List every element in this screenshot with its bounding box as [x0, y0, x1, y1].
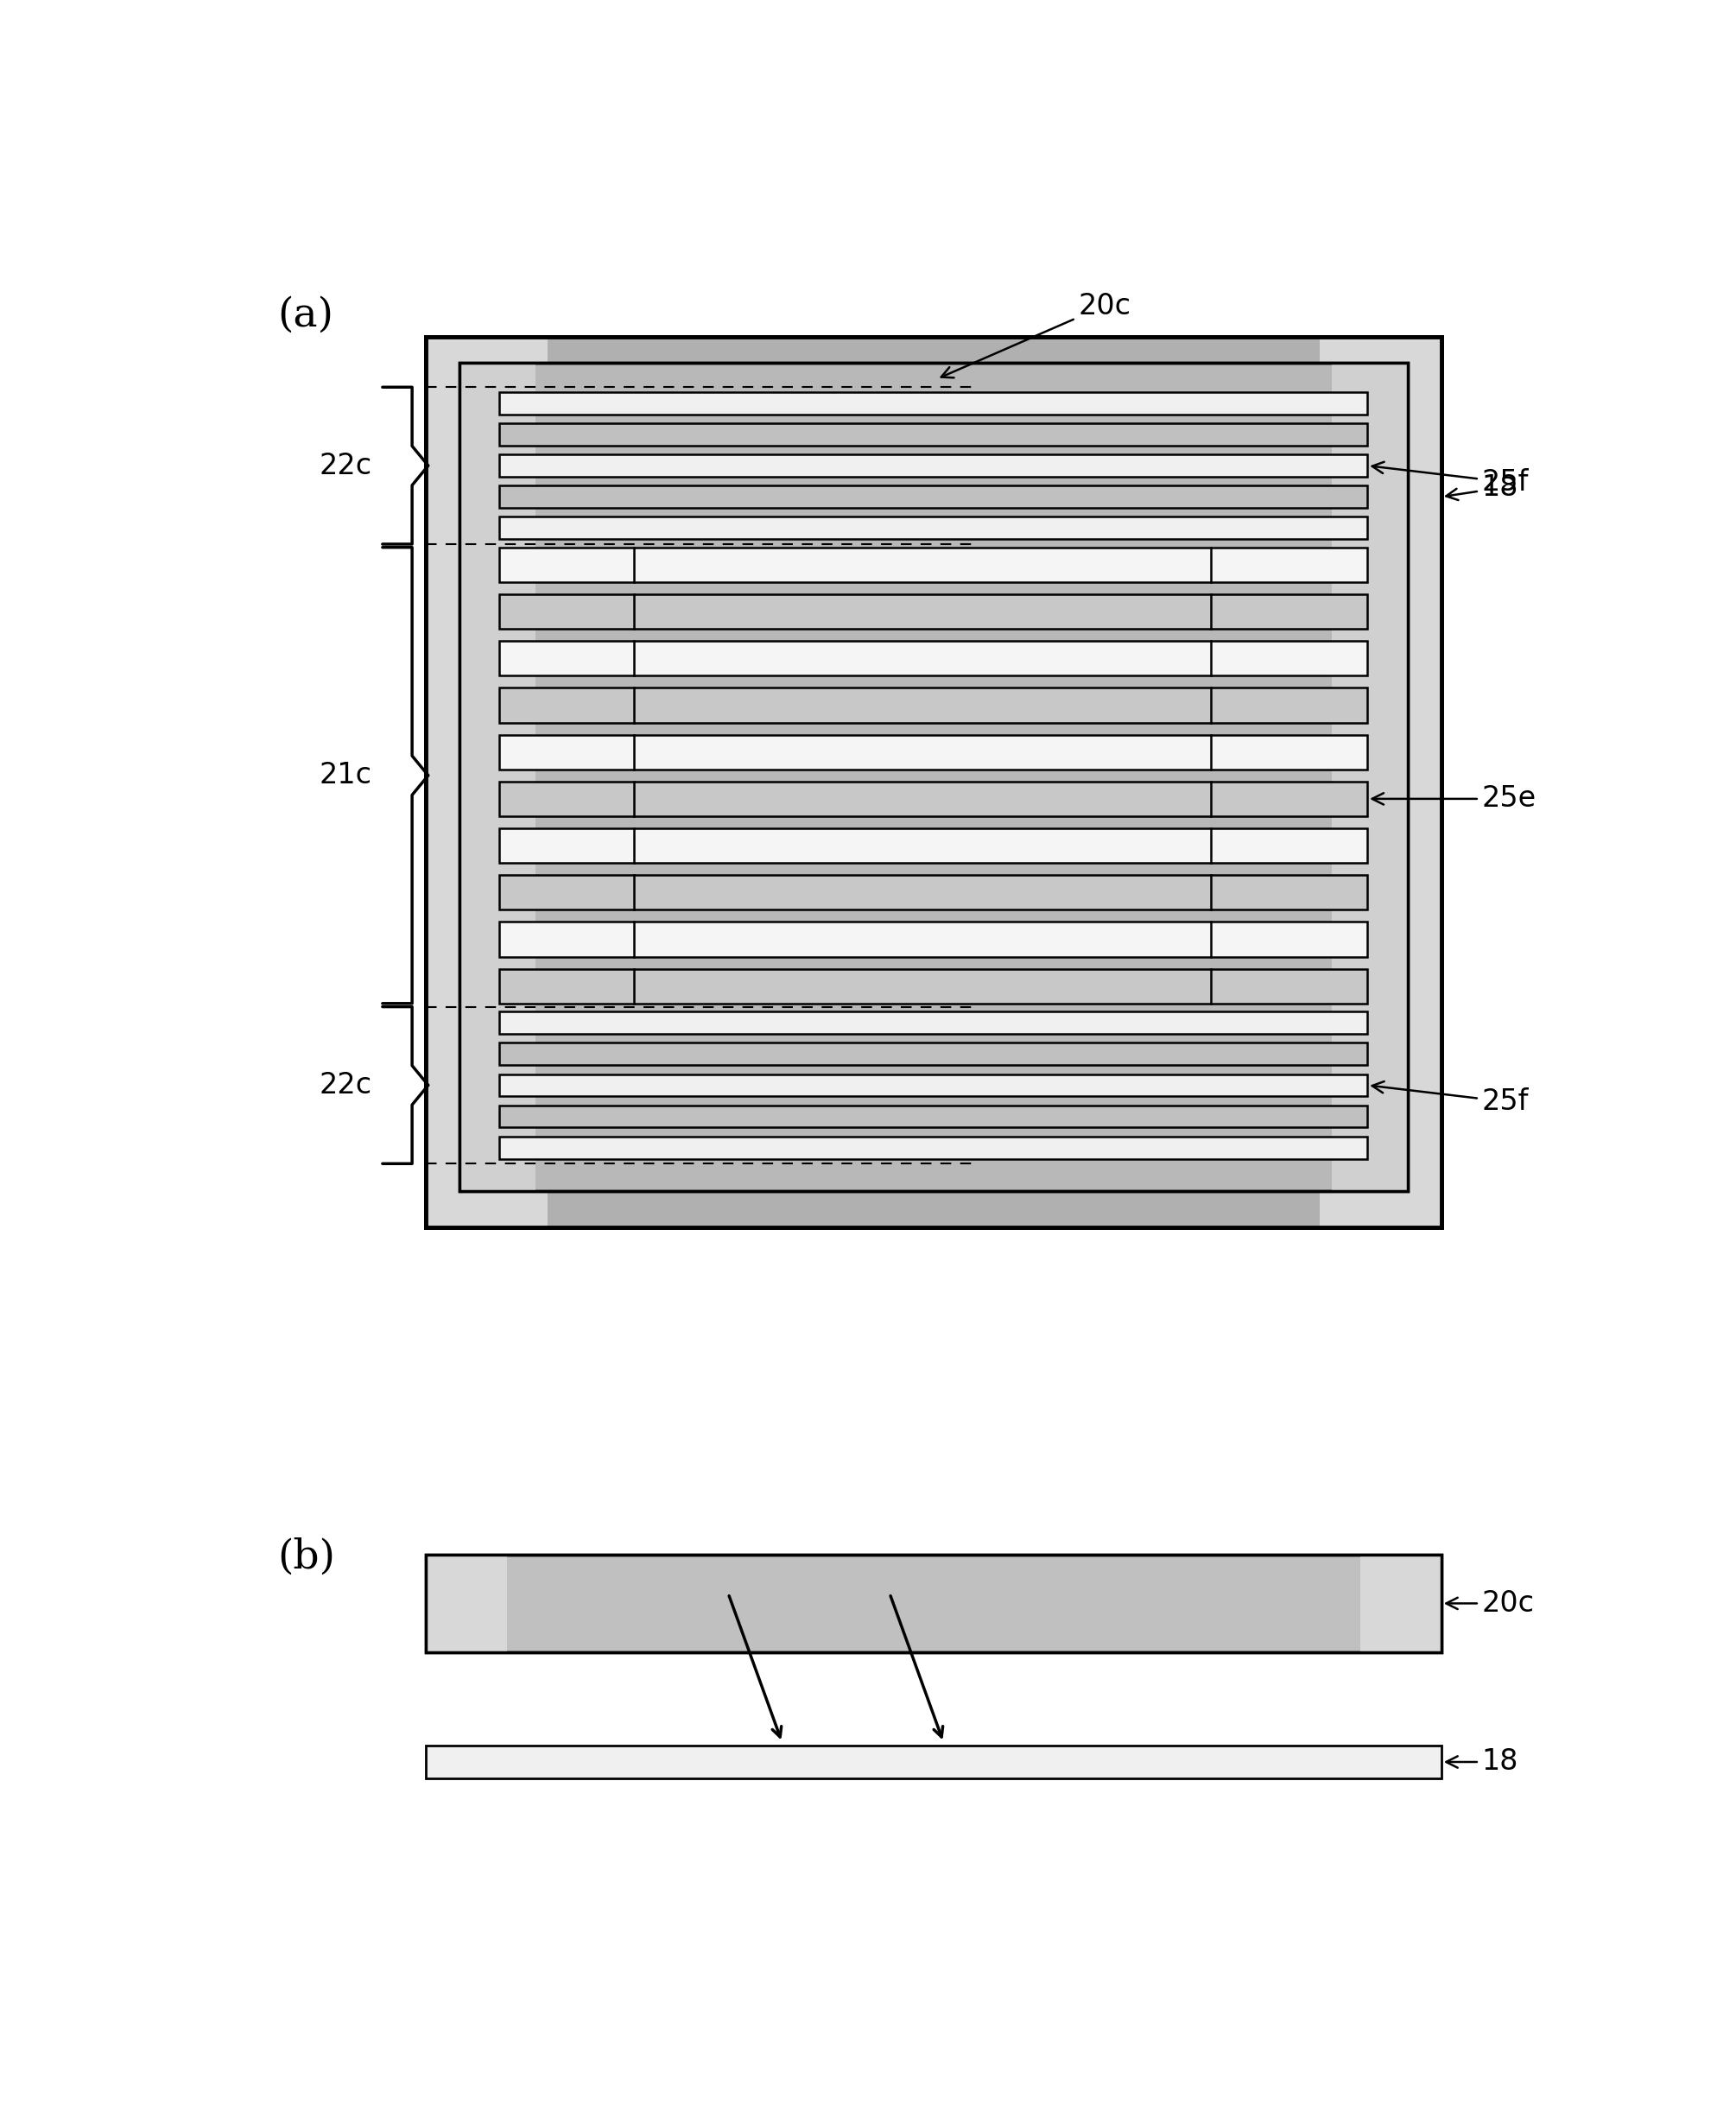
Bar [500, 454, 1368, 478]
Bar [425, 1745, 1441, 1779]
Bar [500, 393, 1368, 414]
Bar [500, 1013, 1368, 1034]
Bar [500, 422, 1368, 446]
Bar [500, 828, 1368, 862]
Text: 21c: 21c [319, 762, 372, 790]
Text: 22c: 22c [319, 452, 372, 480]
Bar [500, 1136, 1368, 1159]
Bar [500, 641, 1368, 675]
Bar [500, 594, 1368, 628]
Bar [425, 1554, 1441, 1652]
Bar [500, 688, 1368, 722]
Bar [425, 1554, 507, 1652]
Text: 25e: 25e [1371, 786, 1536, 813]
Bar [500, 1074, 1368, 1095]
Bar [425, 1554, 1441, 1652]
Text: 25f: 25f [1371, 463, 1529, 497]
Bar [458, 363, 1408, 1191]
Bar [458, 363, 535, 1191]
Bar [500, 875, 1368, 911]
Bar [1359, 1554, 1441, 1652]
Bar [1319, 335, 1441, 1227]
Text: (a): (a) [278, 295, 333, 335]
Bar [500, 548, 1368, 582]
Bar [500, 1106, 1368, 1127]
Bar [500, 1042, 1368, 1066]
Bar [1332, 363, 1408, 1191]
Bar [500, 968, 1368, 1004]
Bar [425, 335, 547, 1227]
Bar [500, 486, 1368, 507]
Text: 18: 18 [1446, 1747, 1519, 1777]
Bar [500, 516, 1368, 539]
Bar [425, 335, 1441, 1227]
Text: (b): (b) [278, 1537, 335, 1577]
Bar [425, 335, 1441, 1227]
Bar [458, 363, 1408, 1191]
Bar [547, 335, 1319, 1227]
Bar [500, 781, 1368, 815]
Text: 25f: 25f [1371, 1081, 1529, 1117]
Text: 22c: 22c [319, 1070, 372, 1100]
Bar [500, 735, 1368, 769]
Bar [500, 921, 1368, 957]
Text: 20c: 20c [1446, 1590, 1535, 1618]
Text: 18: 18 [1446, 473, 1519, 503]
Text: 20c: 20c [941, 291, 1130, 378]
